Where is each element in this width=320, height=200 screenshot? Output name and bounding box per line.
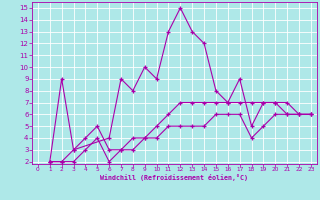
- X-axis label: Windchill (Refroidissement éolien,°C): Windchill (Refroidissement éolien,°C): [100, 174, 248, 181]
